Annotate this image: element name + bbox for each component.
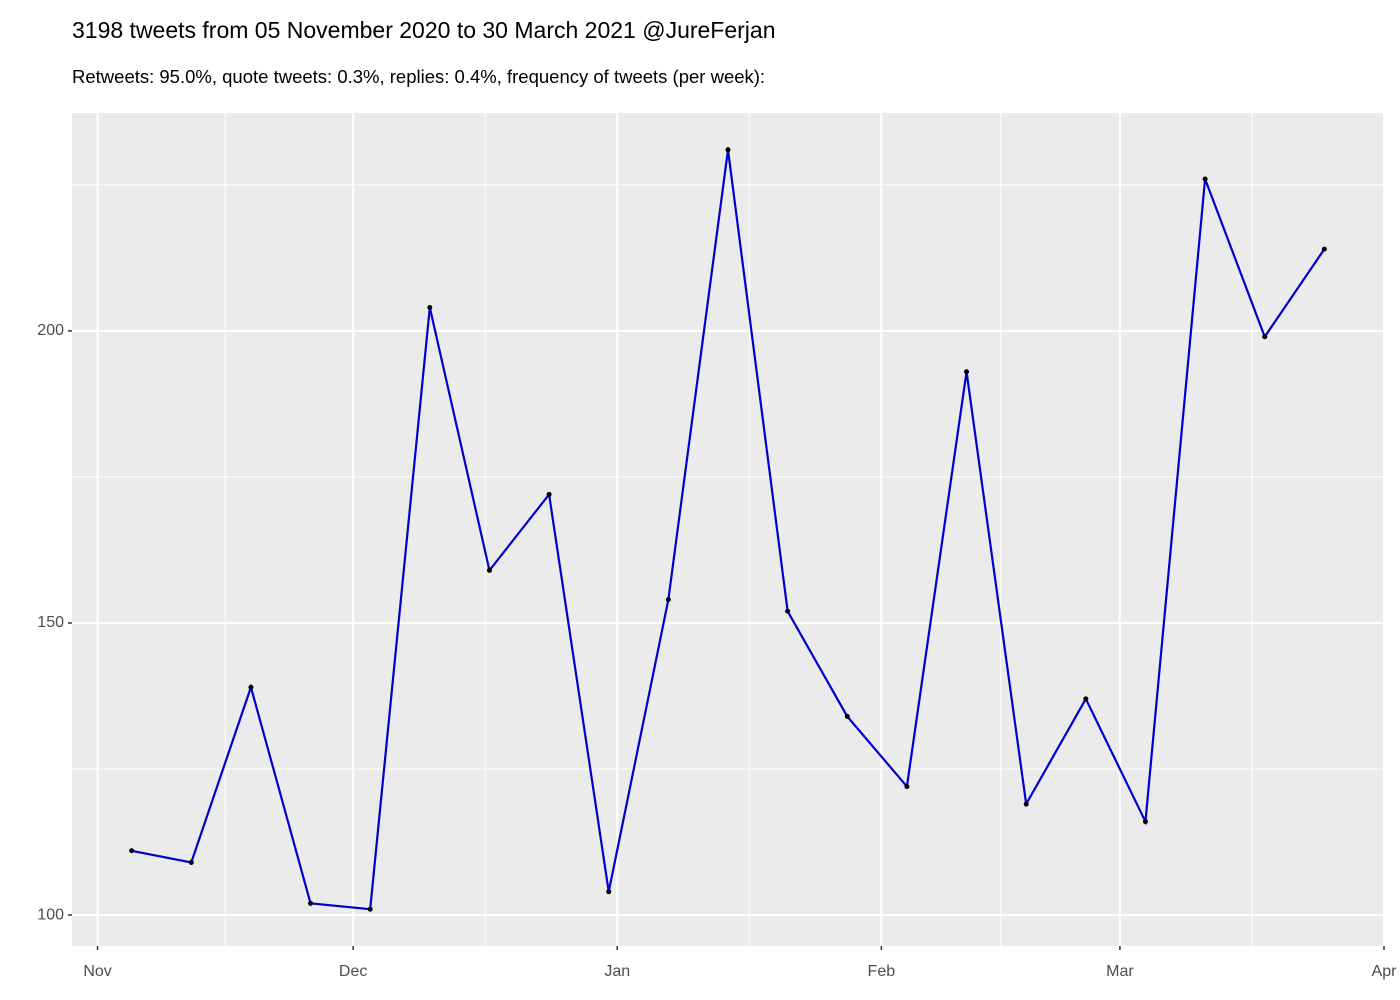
- data-point: [964, 369, 970, 375]
- y-tick-label: 200: [37, 322, 64, 339]
- data-point: [1023, 801, 1029, 807]
- data-point: [427, 305, 433, 311]
- data-point: [1321, 246, 1327, 252]
- data-point: [546, 491, 552, 497]
- x-tick-label: Jan: [604, 963, 630, 980]
- y-tick-label: 100: [37, 906, 64, 923]
- x-tick-label: Nov: [83, 963, 111, 980]
- chart-title: 3198 tweets from 05 November 2020 to 30 …: [72, 17, 776, 43]
- data-point: [606, 889, 612, 895]
- data-point: [248, 684, 254, 690]
- data-point: [308, 900, 314, 906]
- data-point: [844, 713, 850, 719]
- data-point: [129, 848, 135, 854]
- data-point: [1083, 696, 1089, 702]
- data-point: [188, 859, 194, 865]
- data-point: [785, 608, 791, 614]
- data-point: [486, 567, 492, 573]
- chart-subtitle: Retweets: 95.0%, quote tweets: 0.3%, rep…: [72, 66, 765, 87]
- y-tick-label: 150: [37, 614, 64, 631]
- data-point: [1202, 176, 1208, 182]
- x-tick-label: Mar: [1106, 963, 1134, 980]
- x-tick-label: Dec: [339, 963, 367, 980]
- x-tick-label: Apr: [1372, 963, 1398, 980]
- data-point: [1142, 819, 1148, 825]
- plot-panel: [72, 113, 1384, 946]
- x-tick-label: Feb: [868, 963, 896, 980]
- data-point: [665, 597, 671, 603]
- data-point: [1262, 334, 1268, 340]
- data-point: [904, 784, 910, 790]
- data-point: [725, 147, 731, 153]
- data-point: [367, 906, 373, 912]
